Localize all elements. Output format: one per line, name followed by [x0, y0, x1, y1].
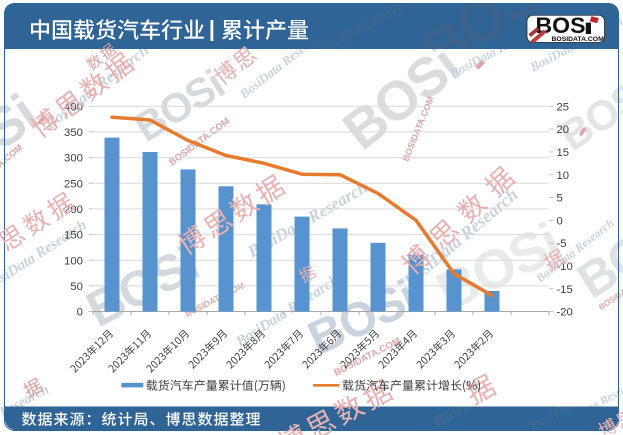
svg-text:BOSIDATA.COM: BOSIDATA.COM [552, 36, 605, 43]
svg-text:0: 0 [557, 215, 563, 227]
svg-text:150: 150 [64, 230, 83, 242]
svg-text:20: 20 [557, 124, 570, 136]
svg-text:350: 350 [64, 127, 83, 139]
svg-text:200: 200 [64, 204, 83, 216]
svg-text:50: 50 [70, 281, 83, 293]
svg-text:10: 10 [557, 170, 570, 182]
svg-text:-10: -10 [557, 261, 573, 273]
svg-text:25: 25 [557, 101, 570, 113]
svg-text:-20: -20 [557, 307, 573, 319]
svg-text:-5: -5 [557, 238, 567, 250]
svg-text:5: 5 [557, 193, 563, 205]
svg-text:15: 15 [557, 147, 570, 159]
svg-text:300: 300 [64, 153, 83, 165]
svg-text:-15: -15 [557, 284, 573, 296]
svg-text:100: 100 [64, 255, 83, 267]
svg-text:0: 0 [77, 307, 83, 319]
svg-text:250: 250 [64, 178, 83, 190]
